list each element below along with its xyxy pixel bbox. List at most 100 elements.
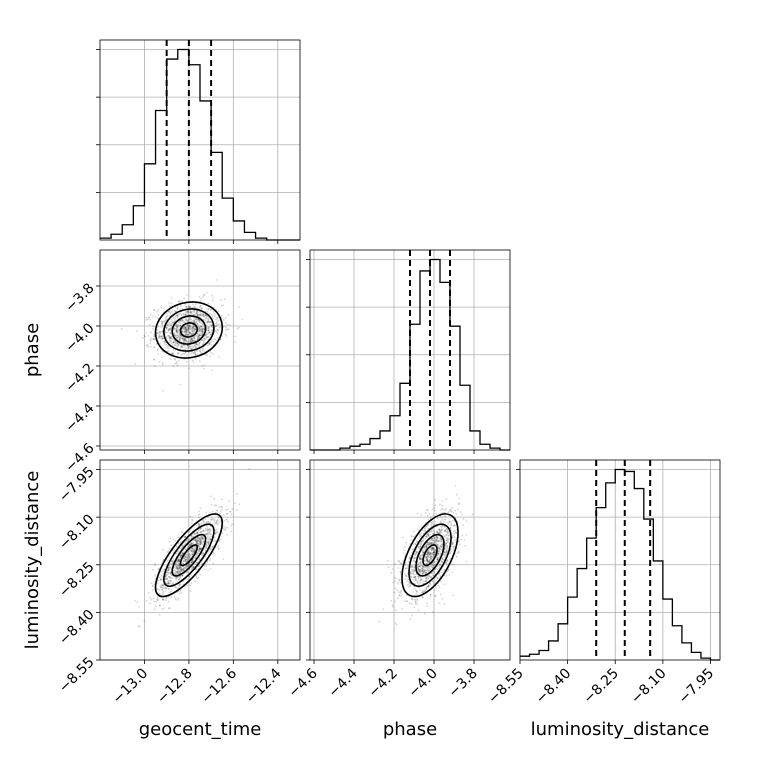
sample-point [184,326,187,329]
sample-point [200,325,203,328]
sample-point [181,570,183,573]
sample-point [443,553,446,556]
sample-point [200,538,203,541]
sample-point [185,313,187,315]
sample-point [205,542,208,545]
sample-point [200,307,203,310]
sample-point [183,550,185,553]
sample-point [440,560,443,563]
sample-point [177,345,179,347]
sample-point [185,565,188,568]
sample-point [186,567,188,569]
sample-point [203,314,206,317]
sample-point [200,562,203,565]
sample-point [227,508,230,511]
hist-panel-geocent_time [96,39,301,244]
sample-point [165,337,168,340]
sample-point [438,530,441,532]
sample-point [430,557,432,559]
x-tick-label: −4.4 [325,665,360,700]
sample-point [185,306,187,309]
sample-point [437,552,440,555]
sample-point [156,329,159,331]
sample-point [179,324,182,327]
sample-point [188,544,191,547]
sample-point [418,537,421,540]
sample-point [167,550,170,553]
sample-point [177,560,180,562]
sample-point [416,550,419,553]
sample-point [423,546,426,548]
sample-point [207,329,209,332]
sample-point [189,326,192,329]
sample-point [224,528,227,530]
sample-point [193,313,196,316]
sample-point [440,531,443,534]
sample-point [177,597,180,600]
sample-point [200,527,202,530]
sample-point [176,564,179,567]
sample-point [176,313,179,316]
sample-point [198,341,201,344]
sample-point [222,527,224,530]
sample-point [148,316,151,319]
sample-point [191,328,194,330]
sample-point [179,319,182,322]
sample-point [418,558,421,560]
sample-point [189,340,192,343]
sample-point [185,330,187,333]
sample-point [158,360,161,363]
sample-point [150,339,152,342]
sample-point [178,563,180,566]
sample-point [440,525,442,528]
sample-point [200,535,203,538]
sample-point [200,339,203,342]
sample-point [175,330,178,332]
sample-point [198,549,201,552]
sample-point [161,608,164,611]
sample-point [192,346,195,349]
sample-point [192,566,195,569]
sample-point [168,328,171,331]
sample-point [198,344,201,346]
sample-point [451,563,454,566]
sample-point [220,299,223,302]
sample-point [196,322,199,325]
sample-point [195,575,198,577]
sample-point [401,536,404,539]
sample-point [186,540,189,542]
sample-point [161,334,164,337]
sample-point [417,563,420,565]
sample-point [206,354,208,357]
sample-point [158,576,161,579]
sample-point [189,338,192,341]
sample-point [437,545,440,548]
sample-point [206,315,208,318]
sample-point [423,547,426,550]
sample-point [213,518,216,521]
sample-point [435,560,438,563]
x-tick-label: −12.8 [154,666,196,708]
sample-point [197,334,200,336]
sample-point [412,591,415,593]
sample-point [179,570,182,572]
contour-level [401,513,459,598]
sample-point [418,547,421,550]
sample-point [439,552,442,555]
sample-point [433,561,436,564]
sample-point [214,532,217,535]
sample-point [168,575,171,578]
sample-point [432,565,435,567]
sample-point [177,352,180,355]
sample-point [179,575,182,578]
sample-point [191,549,194,551]
sample-point [414,553,417,556]
sample-point [425,544,427,547]
sample-point [410,572,413,575]
sample-point [426,563,428,565]
sample-point [177,564,180,567]
sample-point [208,528,211,530]
sample-point [426,552,429,555]
sample-point [432,553,435,556]
sample-point [208,342,211,345]
